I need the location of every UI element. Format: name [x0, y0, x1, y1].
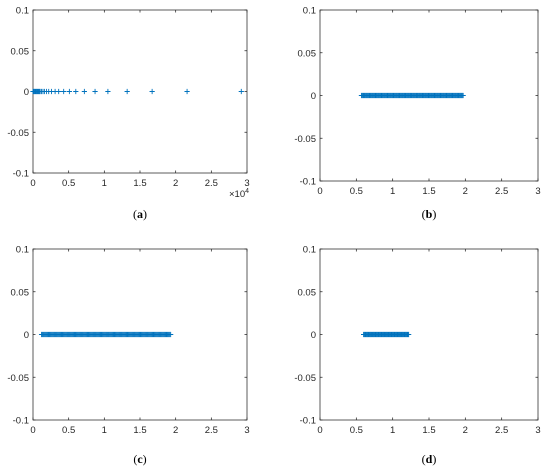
- data-point: [168, 331, 174, 338]
- x-tick-label: 3: [244, 425, 249, 436]
- y-tick-label: 0.1: [16, 245, 29, 256]
- y-tick-label: 0.05: [11, 287, 30, 298]
- y-tick-label: -0.05: [294, 134, 316, 145]
- panel-label: (b): [422, 207, 437, 221]
- y-tick-label: -0.05: [7, 128, 29, 139]
- x-tick-label: 1.5: [133, 425, 146, 436]
- data-point: [149, 88, 155, 95]
- x-tick-label: 1: [102, 425, 107, 436]
- data-point: [238, 88, 244, 95]
- data-point: [61, 88, 67, 95]
- panel-d: 0 0.5 1 1.5 2 2.5 3 -0.1 -0.05 0 0.05 0.1 (d): [294, 245, 540, 467]
- x-tick-label: 1: [102, 178, 107, 189]
- y-tick-label: -0.1: [300, 177, 316, 188]
- y-tick-label: -0.05: [294, 373, 316, 384]
- x-tick-label: 0: [30, 178, 35, 189]
- y-tick-label: 0: [24, 330, 29, 341]
- x-tick-label: 2.5: [495, 186, 508, 197]
- data-point: [92, 88, 98, 95]
- x-tick-label: 2: [463, 186, 468, 197]
- y-tick-label: 0.1: [16, 6, 29, 17]
- panel-label: (c): [133, 452, 146, 466]
- y-tick-label: 0: [311, 330, 316, 341]
- data-point: [406, 331, 412, 338]
- x-tick-label: 2.5: [495, 425, 508, 436]
- y-tick-label: 0.05: [298, 48, 317, 59]
- x-tick-label: 1: [390, 425, 395, 436]
- x-tick-label: 1.5: [133, 178, 146, 189]
- data-point: [124, 88, 130, 95]
- x-tick-label: 1: [390, 186, 395, 197]
- x-tick-label: 1.5: [422, 425, 435, 436]
- y-tick-label: -0.05: [7, 373, 29, 384]
- x-tick-label: 0: [317, 186, 322, 197]
- panel-letter: a: [137, 207, 143, 221]
- x-tick-label: 0.5: [350, 425, 363, 436]
- x-tick-label: 3: [244, 178, 249, 189]
- y-tick-label: -0.1: [300, 416, 316, 427]
- data-point: [66, 88, 72, 95]
- panel-letter: d: [426, 452, 433, 466]
- panel-c: 0 0.5 1 1.5 2 2.5 3 -0.1 -0.05 0 0.05 0.1 (c): [7, 245, 249, 467]
- x-tick-label: 3: [535, 186, 540, 197]
- x-tick-label: 2: [173, 425, 178, 436]
- y-tick-label: -0.1: [13, 416, 29, 427]
- y-tick-label: 0.1: [303, 6, 316, 17]
- x-exponent-power: 4: [245, 188, 249, 195]
- y-tick-label: -0.1: [13, 169, 29, 180]
- panel-label: (d): [422, 452, 437, 466]
- data-point: [73, 88, 79, 95]
- panel-letter: b: [426, 207, 433, 221]
- y-tick-label: 0: [24, 87, 29, 98]
- panel-letter: c: [137, 452, 143, 466]
- panel-label: (a): [133, 207, 147, 221]
- x-tick-label: 3: [535, 425, 540, 436]
- data-point: [460, 92, 466, 99]
- data-point: [105, 88, 111, 95]
- x-tick-label: 2: [173, 178, 178, 189]
- x-tick-label: 0: [317, 425, 322, 436]
- x-tick-label: 0: [30, 425, 35, 436]
- data-point: [81, 88, 87, 95]
- x-tick-label: 2.5: [205, 425, 218, 436]
- panel-b: 0 0.5 1 1.5 2 2.5 3 -0.1 -0.05 0 0.05 0.1 (b): [294, 6, 540, 222]
- x-tick-label: 0.5: [350, 186, 363, 197]
- y-tick-label: 0.05: [11, 46, 30, 57]
- x-tick-label: 0.5: [62, 425, 75, 436]
- x-tick-label: 1.5: [422, 186, 435, 197]
- x-exponent-label: ×104: [229, 188, 249, 200]
- y-tick-label: 0.05: [298, 287, 317, 298]
- x-tick-label: 2: [463, 425, 468, 436]
- data-point: [56, 88, 62, 95]
- x-tick-label: 2.5: [205, 178, 218, 189]
- data-point: [184, 88, 190, 95]
- axes-box: [319, 248, 539, 421]
- x-tick-label: 0.5: [62, 178, 75, 189]
- y-tick-label: 0: [311, 91, 316, 102]
- y-tick-label: 0.1: [303, 245, 316, 256]
- panel-a: 0 0.5 1 1.5 2 2.5 3 -0.1 -0.05 0 0.05 0.1 ×104 (a): [7, 6, 249, 222]
